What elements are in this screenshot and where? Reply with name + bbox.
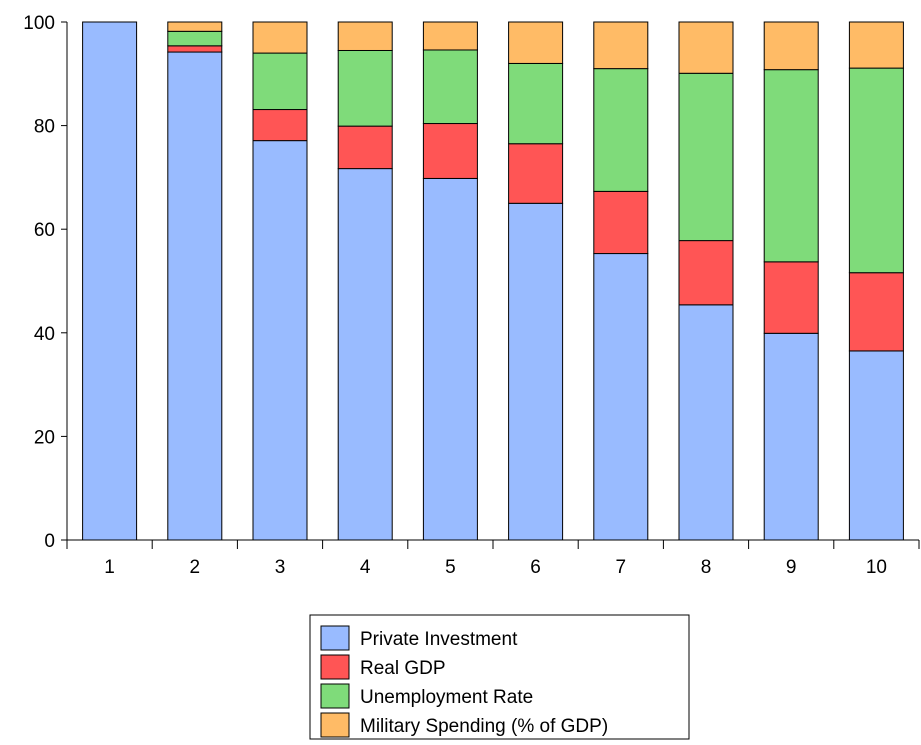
bar-segment-6-series-4	[508, 21, 564, 64]
legend-label-1: Private Investment	[360, 629, 518, 650]
x-tick-label-1: 1	[104, 557, 115, 578]
x-tick-label-10: 10	[866, 557, 887, 578]
y-tick-label-20: 20	[34, 427, 55, 448]
y-tick-label-60: 60	[34, 220, 55, 241]
bar-segment-3-series-2	[252, 109, 308, 142]
bar-segment-7-series-2	[593, 190, 649, 255]
axes-layer: 0 20 40 60 80 100 1 2 3 4 5 6 7 8 9 10	[23, 13, 920, 578]
legend-label-4: Military Spending (% of GDP)	[360, 716, 608, 737]
bar-segment-10-series-3	[848, 67, 904, 274]
bar-segment-2-series-3	[167, 30, 223, 47]
bar-segment-8-series-4	[678, 21, 734, 74]
bar-segment-10-series-4	[848, 21, 904, 69]
bar-segment-10-series-2	[848, 272, 904, 352]
bar-segment-3-series-1	[252, 140, 308, 541]
legend-label-2: Real GDP	[360, 658, 446, 679]
x-tick-label-5: 5	[445, 557, 456, 578]
y-tick-label-40: 40	[34, 324, 55, 345]
bar-segment-6-series-2	[508, 143, 564, 204]
bar-segment-4-series-2	[337, 125, 393, 170]
bar-segment-6-series-3	[508, 62, 564, 145]
legend: Private Investment Real GDP Unemployment R…	[309, 614, 690, 740]
bar-segment-7-series-4	[593, 21, 649, 70]
x-tick-label-4: 4	[360, 557, 371, 578]
bar-segment-9-series-4	[763, 21, 819, 71]
bar-segment-7-series-1	[593, 253, 649, 541]
y-tick-label-80: 80	[34, 117, 55, 138]
legend-label-3: Unemployment Rate	[360, 687, 533, 708]
bar-segment-8-series-1	[678, 304, 734, 541]
x-tick-label-7: 7	[616, 557, 627, 578]
bar-segment-4-series-4	[337, 21, 393, 51]
x-tick-label-2: 2	[190, 557, 201, 578]
bar-segment-2-series-4	[167, 21, 223, 32]
bar-segment-7-series-3	[593, 68, 649, 192]
bar-segment-8-series-3	[678, 72, 734, 242]
legend-swatch-2	[320, 654, 350, 680]
x-tick-label-6: 6	[530, 557, 541, 578]
bar-segment-9-series-1	[763, 332, 819, 541]
bar-segment-9-series-3	[763, 69, 819, 263]
bars-layer	[82, 21, 904, 541]
bar-segment-1-series-1	[82, 21, 138, 541]
legend-box	[309, 614, 690, 740]
bar-segment-3-series-3	[252, 52, 308, 111]
y-tick-label-100: 100	[23, 13, 55, 34]
bar-segment-9-series-2	[763, 261, 819, 334]
bar-segment-5-series-4	[422, 21, 478, 51]
y-tick-label-0: 0	[44, 531, 55, 552]
legend-swatch-4	[320, 712, 350, 738]
bar-segment-3-series-4	[252, 21, 308, 54]
bar-segment-5-series-1	[422, 177, 478, 541]
bar-segment-10-series-1	[848, 350, 904, 541]
bar-segment-6-series-1	[508, 202, 564, 541]
x-tick-label-9: 9	[786, 557, 797, 578]
bar-segment-8-series-2	[678, 240, 734, 306]
x-tick-label-3: 3	[275, 557, 286, 578]
bar-segment-5-series-3	[422, 49, 478, 125]
bar-segment-2-series-1	[167, 51, 223, 541]
bar-segment-4-series-1	[337, 168, 393, 541]
bar-segment-4-series-3	[337, 49, 393, 127]
legend-swatch-1	[320, 625, 350, 651]
bar-segment-5-series-2	[422, 123, 478, 179]
x-tick-label-8: 8	[701, 557, 712, 578]
legend-swatch-3	[320, 683, 350, 709]
bar-segment-2-series-2	[167, 45, 223, 53]
